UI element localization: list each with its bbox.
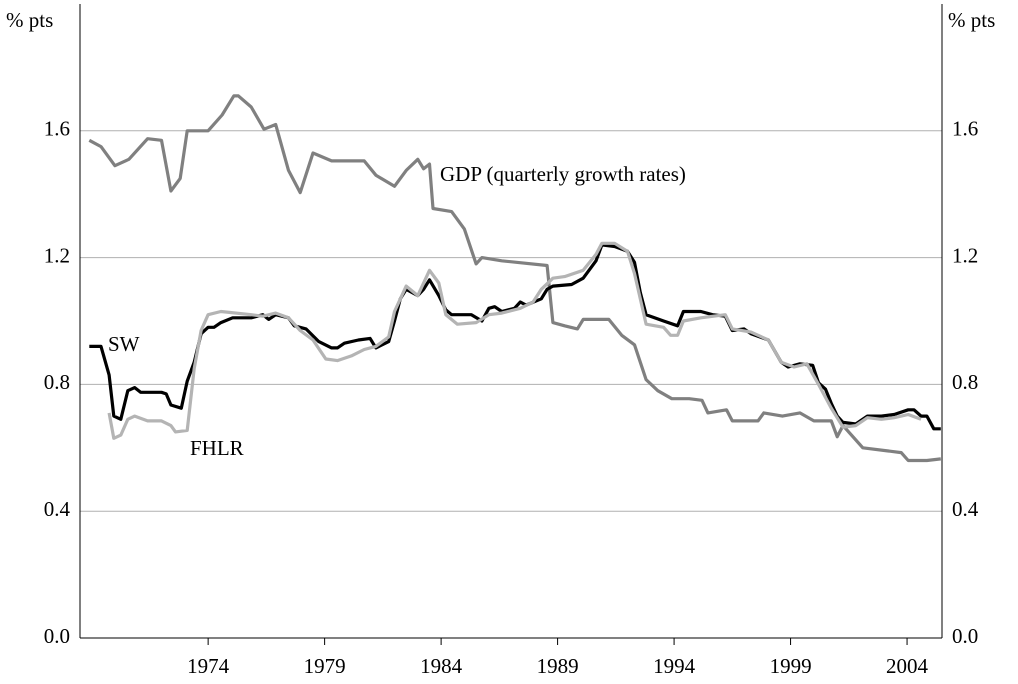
- y-tick-label: 0.8: [44, 370, 70, 394]
- series-line: [89, 243, 941, 431]
- series-line: [88, 94, 941, 463]
- y2-axis-label: % pts: [948, 8, 995, 32]
- x-tick-label: 1979: [304, 654, 346, 678]
- y2-tick-label: 1.6: [952, 117, 978, 141]
- x-tick-label: 1994: [653, 654, 696, 678]
- y-tick-label: 0.0: [44, 624, 70, 648]
- series-label: FHLR: [190, 436, 244, 460]
- series-line: [107, 241, 922, 440]
- x-tick-label: 1974: [187, 654, 230, 678]
- y-tick-label: 1.6: [44, 117, 70, 141]
- y-tick-label: 0.4: [44, 497, 71, 521]
- series-label: SW: [108, 332, 140, 356]
- y2-tick-label: 0.8: [952, 370, 978, 394]
- x-tick-label: 1999: [770, 654, 812, 678]
- y2-tick-label: 1.2: [952, 243, 978, 267]
- x-tick-label: 2004: [886, 654, 929, 678]
- x-tick-label: 1989: [537, 654, 579, 678]
- y2-tick-label: 0.4: [952, 497, 979, 521]
- series-label: GDP (quarterly growth rates): [440, 162, 686, 186]
- y-axis-label: % pts: [6, 8, 53, 32]
- x-tick-label: 1984: [420, 654, 463, 678]
- y-tick-label: 1.2: [44, 243, 70, 267]
- y2-tick-label: 0.0: [952, 624, 978, 648]
